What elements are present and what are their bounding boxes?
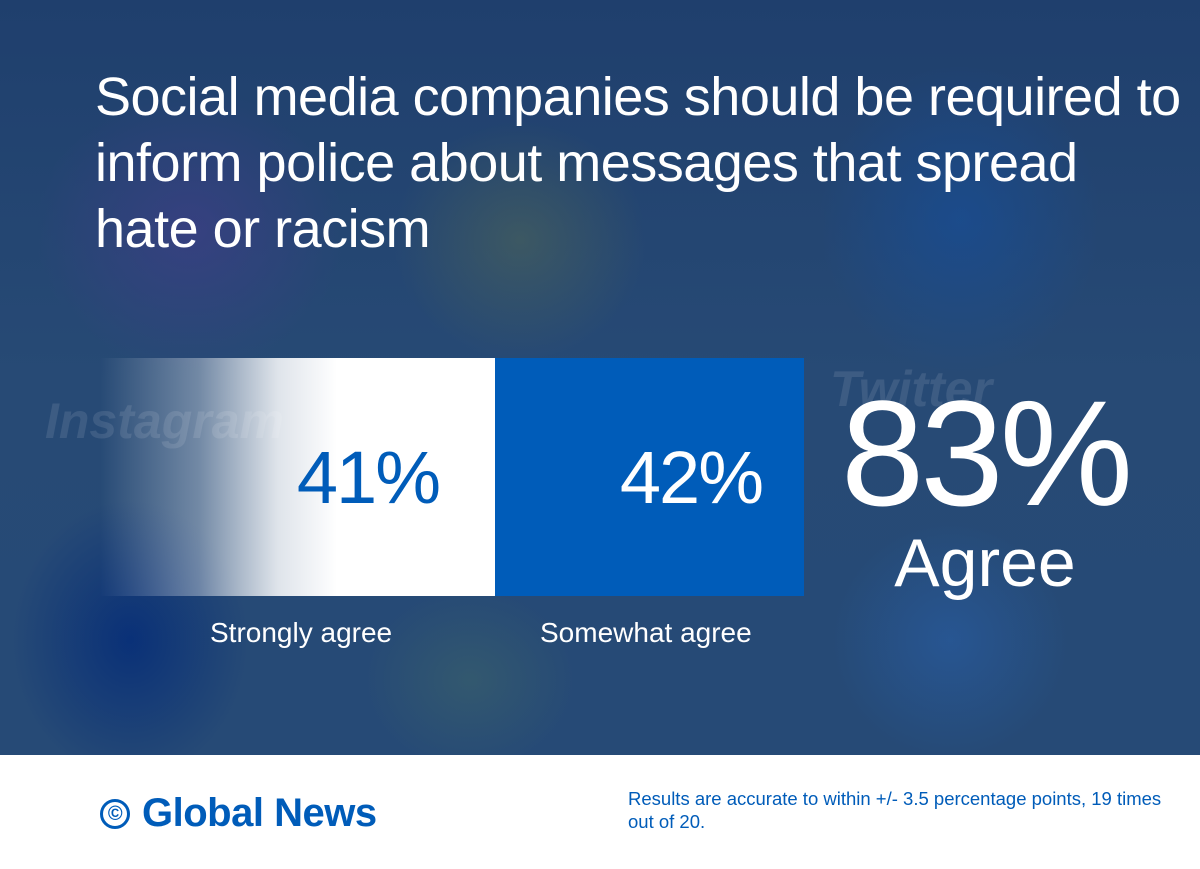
background-photo: Instagram Twitter Social media companies… <box>0 0 1200 755</box>
brand-logo: © Global News <box>100 791 377 836</box>
total-agree: 83% Agree <box>830 378 1140 598</box>
brand-name: Global News <box>142 791 377 835</box>
copyright-icon: © <box>100 798 130 829</box>
bar-label-somewhat-agree: Somewhat agree <box>540 617 752 648</box>
bar-somewhat-agree: 42% <box>495 358 804 596</box>
bar-label-strongly-agree: Strongly agree <box>210 617 393 648</box>
margin-of-error-note: Results are accurate to within +/- 3.5 p… <box>628 788 1162 832</box>
bar-value-somewhat-agree: 42% <box>619 436 764 519</box>
total-label: Agree <box>894 525 1076 601</box>
bar-value-strongly-agree: 41% <box>296 436 441 519</box>
total-value: 83% <box>840 369 1133 537</box>
headline: Social media companies should be require… <box>95 67 1181 259</box>
ghost-text-twitter: Twitter <box>830 361 993 417</box>
bar-strongly-agree: 41% <box>100 358 495 596</box>
footer: © Global News Results are accurate to wi… <box>0 755 1200 869</box>
